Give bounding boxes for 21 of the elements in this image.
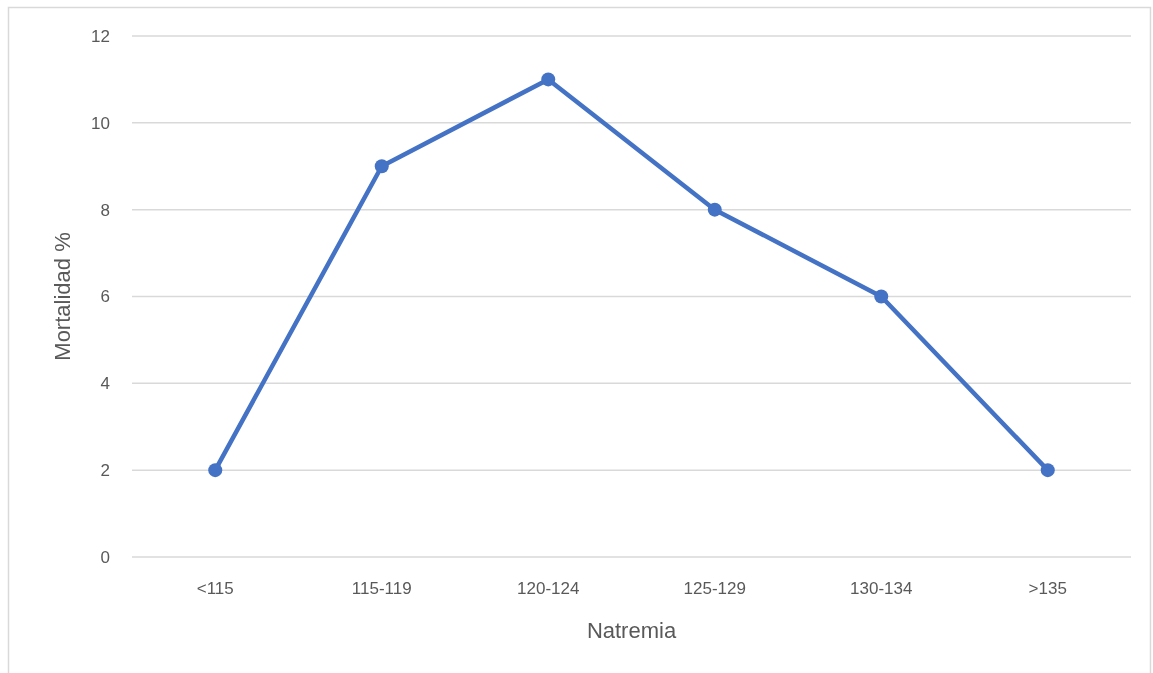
x-tick-label: 125-129	[683, 579, 746, 598]
x-tick-label: >135	[1028, 579, 1067, 598]
y-axis-title: Mortalidad %	[50, 232, 75, 361]
x-tick-label: 115-119	[351, 579, 412, 598]
x-axis-title: Natremia	[586, 618, 677, 643]
y-tick-label: 6	[100, 287, 110, 307]
point	[707, 202, 722, 217]
y-tick-label: 8	[100, 200, 110, 220]
y-tick-label: 12	[91, 26, 110, 46]
point	[874, 289, 889, 304]
point	[1040, 463, 1055, 478]
y-tick-label: 2	[100, 461, 110, 481]
x-tick-label: 120-124	[517, 579, 580, 598]
x-tick-label: <115	[196, 579, 234, 598]
y-tick-label: 0	[100, 547, 110, 567]
x-tick-label: 130-134	[850, 579, 913, 598]
y-tick-label: 4	[100, 374, 110, 394]
point	[374, 159, 389, 174]
point	[208, 463, 223, 478]
y-tick-label: 10	[91, 113, 110, 133]
point	[541, 72, 556, 87]
